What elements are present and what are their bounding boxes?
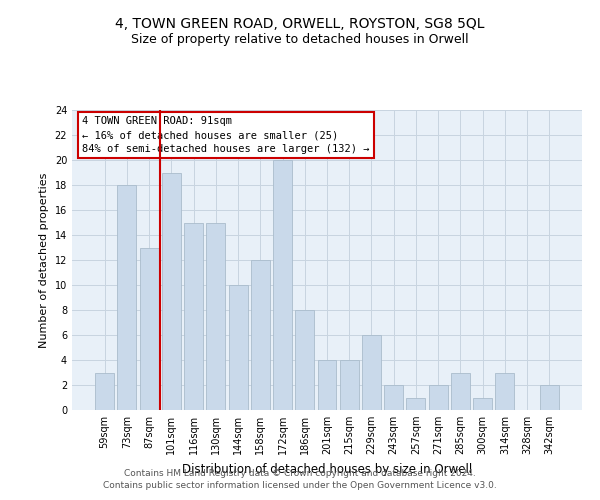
Bar — [229, 285, 248, 410]
Bar — [162, 172, 181, 410]
Bar — [295, 310, 314, 410]
Bar — [251, 260, 270, 410]
Bar — [362, 335, 381, 410]
Bar — [384, 385, 403, 410]
Bar — [406, 398, 425, 410]
Bar — [496, 372, 514, 410]
Bar — [317, 360, 337, 410]
Bar — [540, 385, 559, 410]
Bar — [429, 385, 448, 410]
Bar — [140, 248, 158, 410]
Bar — [473, 398, 492, 410]
Bar — [340, 360, 359, 410]
X-axis label: Distribution of detached houses by size in Orwell: Distribution of detached houses by size … — [182, 462, 472, 475]
Text: 4 TOWN GREEN ROAD: 91sqm
← 16% of detached houses are smaller (25)
84% of semi-d: 4 TOWN GREEN ROAD: 91sqm ← 16% of detach… — [82, 116, 370, 154]
Bar — [118, 185, 136, 410]
Text: Contains HM Land Registry data © Crown copyright and database right 2024.
Contai: Contains HM Land Registry data © Crown c… — [103, 468, 497, 490]
Bar — [184, 222, 203, 410]
Bar — [451, 372, 470, 410]
Y-axis label: Number of detached properties: Number of detached properties — [39, 172, 49, 348]
Text: Size of property relative to detached houses in Orwell: Size of property relative to detached ho… — [131, 32, 469, 46]
Text: 4, TOWN GREEN ROAD, ORWELL, ROYSTON, SG8 5QL: 4, TOWN GREEN ROAD, ORWELL, ROYSTON, SG8… — [115, 18, 485, 32]
Bar — [95, 372, 114, 410]
Bar — [273, 160, 292, 410]
Bar — [206, 222, 225, 410]
